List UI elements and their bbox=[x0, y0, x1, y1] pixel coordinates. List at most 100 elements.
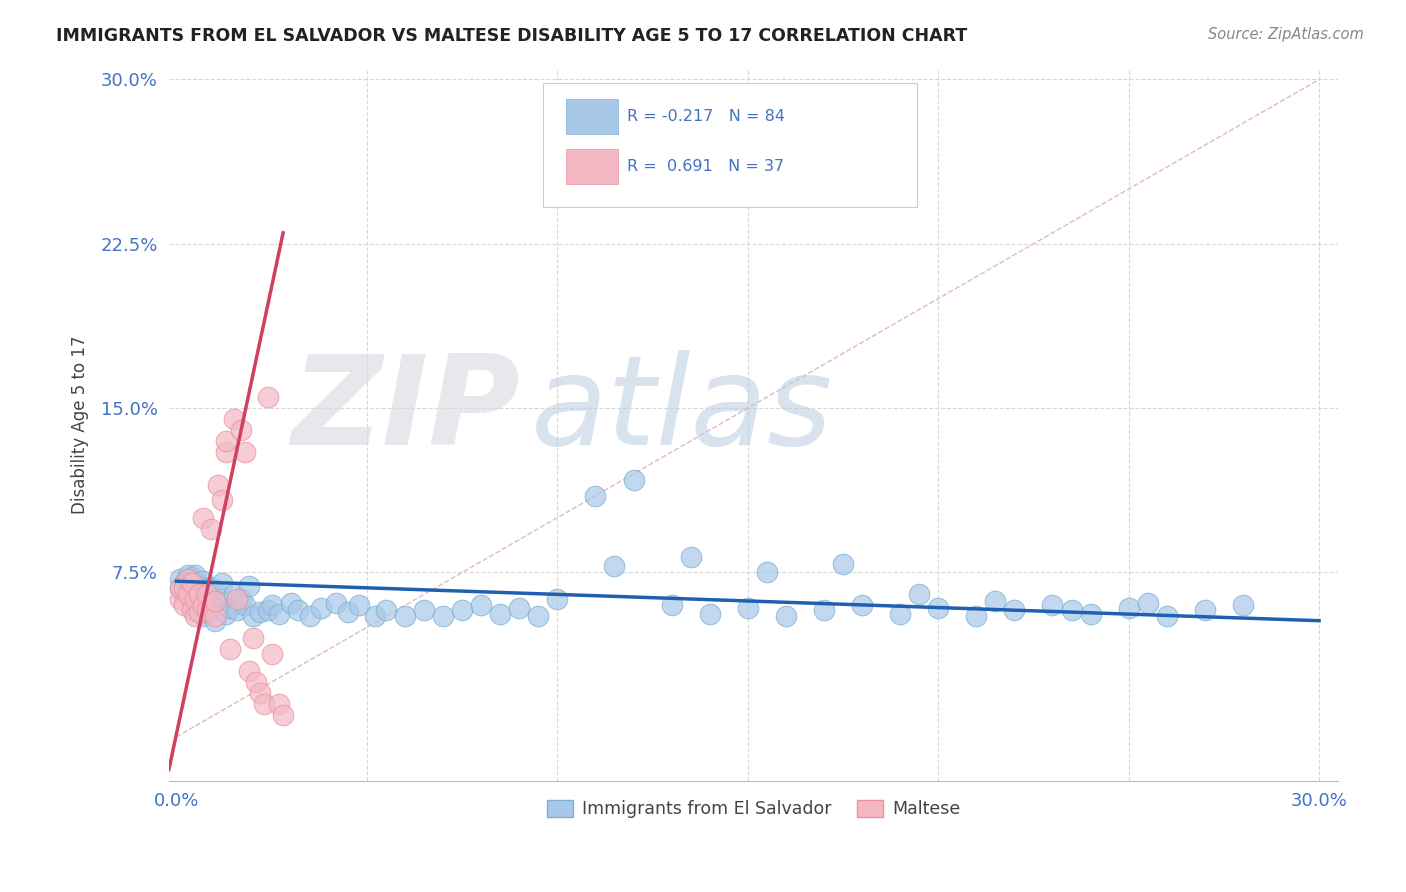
Point bbox=[1156, 609, 1178, 624]
Point bbox=[204, 614, 226, 628]
Point bbox=[180, 570, 202, 584]
Point bbox=[245, 675, 267, 690]
Point bbox=[173, 587, 195, 601]
Point bbox=[195, 587, 218, 601]
Point bbox=[173, 581, 195, 595]
Text: atlas: atlas bbox=[531, 350, 834, 471]
Point bbox=[204, 582, 226, 597]
Point bbox=[374, 603, 396, 617]
Point bbox=[191, 609, 214, 624]
Point bbox=[180, 576, 202, 591]
Point bbox=[231, 591, 253, 606]
Text: R =  0.691   N = 37: R = 0.691 N = 37 bbox=[627, 159, 785, 174]
Point bbox=[218, 642, 240, 657]
Point bbox=[200, 522, 222, 536]
Point bbox=[169, 581, 191, 595]
Point bbox=[222, 587, 245, 601]
Text: IMMIGRANTS FROM EL SALVADOR VS MALTESE DISABILITY AGE 5 TO 17 CORRELATION CHART: IMMIGRANTS FROM EL SALVADOR VS MALTESE D… bbox=[56, 27, 967, 45]
Point bbox=[211, 591, 233, 606]
Point bbox=[238, 579, 260, 593]
Point bbox=[207, 599, 229, 613]
Point bbox=[188, 579, 211, 593]
Point bbox=[253, 697, 276, 711]
Point bbox=[737, 600, 759, 615]
Point bbox=[180, 599, 202, 613]
Point bbox=[363, 609, 385, 624]
Point bbox=[238, 664, 260, 678]
Point bbox=[349, 599, 371, 613]
Point bbox=[527, 609, 550, 624]
Point bbox=[260, 647, 283, 661]
Point bbox=[775, 609, 797, 624]
Point bbox=[177, 585, 200, 599]
Point bbox=[184, 594, 207, 608]
Point bbox=[927, 600, 949, 615]
Point bbox=[813, 603, 835, 617]
Point bbox=[204, 594, 226, 608]
Point bbox=[280, 596, 302, 610]
Point bbox=[188, 605, 211, 619]
Point bbox=[257, 603, 280, 617]
Point bbox=[242, 609, 264, 624]
Point bbox=[177, 567, 200, 582]
Point bbox=[984, 594, 1007, 608]
Point bbox=[699, 607, 721, 621]
Point bbox=[226, 603, 249, 617]
Point bbox=[336, 605, 359, 619]
FancyBboxPatch shape bbox=[567, 99, 617, 134]
Point bbox=[242, 631, 264, 645]
Point bbox=[222, 412, 245, 426]
Point bbox=[269, 697, 291, 711]
Point bbox=[211, 493, 233, 508]
Point bbox=[661, 599, 683, 613]
Point bbox=[1232, 599, 1254, 613]
Point bbox=[394, 609, 416, 624]
Point bbox=[169, 581, 191, 595]
Point bbox=[432, 609, 454, 624]
Point bbox=[249, 605, 271, 619]
Point bbox=[832, 557, 855, 571]
Point bbox=[215, 434, 238, 448]
Point bbox=[231, 423, 253, 437]
Point bbox=[413, 603, 436, 617]
Point bbox=[489, 607, 512, 621]
Point bbox=[1118, 600, 1140, 615]
Point bbox=[215, 445, 238, 459]
Legend: Immigrants from El Salvador, Maltese: Immigrants from El Salvador, Maltese bbox=[540, 793, 967, 825]
FancyBboxPatch shape bbox=[567, 149, 617, 184]
Point bbox=[908, 587, 931, 601]
Point bbox=[191, 590, 214, 604]
Point bbox=[195, 581, 218, 595]
Point bbox=[965, 609, 987, 624]
Point bbox=[204, 609, 226, 624]
Point bbox=[207, 478, 229, 492]
Point bbox=[233, 599, 256, 613]
Point bbox=[177, 587, 200, 601]
Point bbox=[583, 489, 606, 503]
Point bbox=[184, 567, 207, 582]
Point bbox=[1002, 603, 1025, 617]
Point bbox=[679, 550, 702, 565]
Point bbox=[260, 599, 283, 613]
Point bbox=[298, 609, 321, 624]
Point bbox=[233, 445, 256, 459]
Point bbox=[271, 707, 294, 722]
Point bbox=[287, 603, 309, 617]
Point bbox=[1060, 603, 1083, 617]
Point bbox=[188, 587, 211, 601]
Point bbox=[211, 576, 233, 591]
Y-axis label: Disability Age 5 to 17: Disability Age 5 to 17 bbox=[72, 335, 89, 514]
Point bbox=[546, 591, 568, 606]
Point bbox=[177, 574, 200, 589]
Point bbox=[1080, 607, 1102, 621]
Point bbox=[889, 607, 911, 621]
Point bbox=[169, 572, 191, 586]
Point bbox=[269, 607, 291, 621]
Point bbox=[325, 596, 347, 610]
Point bbox=[755, 566, 778, 580]
Point bbox=[191, 574, 214, 589]
Point bbox=[1042, 599, 1064, 613]
Point bbox=[1194, 603, 1216, 617]
Point bbox=[195, 603, 218, 617]
Point bbox=[1136, 596, 1159, 610]
